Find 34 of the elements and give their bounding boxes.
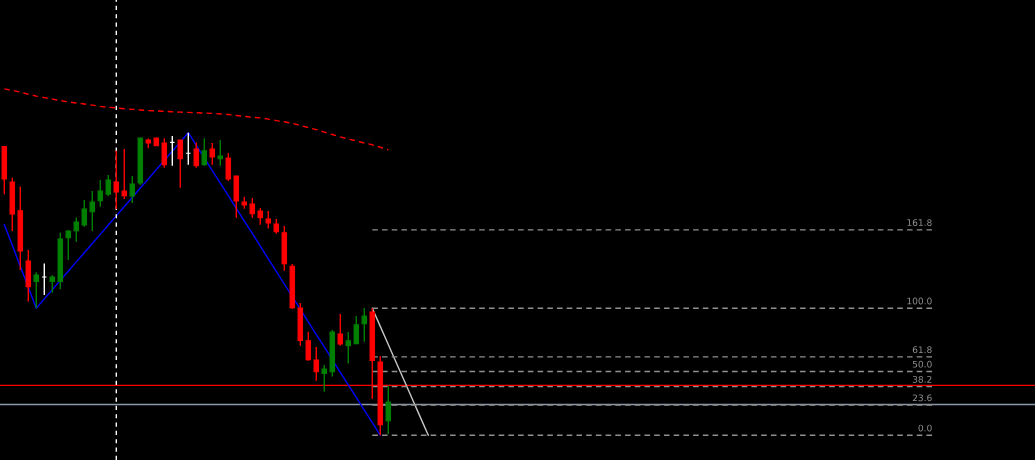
candlestick — [161, 137, 168, 169]
candlestick — [217, 139, 224, 167]
candlestick — [385, 384, 392, 435]
candlestick — [105, 174, 112, 197]
candlestick — [313, 346, 320, 382]
candlestick — [121, 148, 128, 200]
series-label: 0.0 — [918, 424, 932, 432]
candlestick — [129, 175, 136, 204]
candlestick — [113, 150, 120, 210]
candlestick — [193, 141, 200, 169]
candlestick — [305, 331, 312, 362]
candlestick — [337, 313, 344, 347]
candlestick — [33, 271, 40, 309]
series-label: 38.2 — [912, 375, 932, 383]
series-label: 61.8 — [912, 346, 932, 354]
candlestick — [97, 179, 104, 208]
candlestick — [353, 315, 360, 345]
candlestick — [321, 364, 328, 393]
candlestick — [201, 137, 208, 167]
candlestick — [345, 331, 352, 365]
candlestick — [41, 262, 48, 296]
series-label: 23.6 — [912, 394, 932, 402]
candlestick — [209, 142, 216, 166]
series-label: 50.0 — [912, 360, 932, 368]
series-label: 100.0 — [907, 297, 932, 305]
candlestick — [225, 152, 232, 182]
candlestick — [65, 229, 72, 261]
candlestick — [81, 199, 88, 228]
candlestick — [73, 216, 80, 243]
series-label: 161.8 — [907, 219, 932, 226]
candlestick — [89, 190, 96, 232]
candlestick — [177, 139, 184, 189]
candlestick — [249, 197, 256, 219]
candlestick — [361, 307, 368, 343]
